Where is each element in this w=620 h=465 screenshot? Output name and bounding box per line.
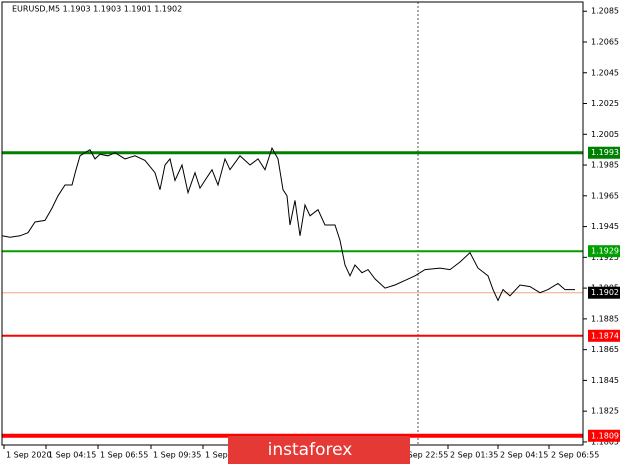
level-label: 1.1902	[591, 288, 619, 297]
x-tick-label: 2 Sep 04:15	[500, 451, 548, 460]
level-label: 1.1929	[591, 247, 619, 256]
level-label: 1.1809	[591, 431, 619, 440]
y-tick-label: 1.1945	[591, 222, 619, 231]
level-label: 1.1993	[591, 148, 619, 157]
x-tick-label: 1 Sep 09:35	[153, 451, 201, 460]
y-tick-label: 1.2005	[591, 130, 619, 139]
watermark-box	[228, 436, 410, 464]
x-tick-label: 2 Sep 01:35	[450, 451, 498, 460]
x-tick-label: 1 Sep 2020	[6, 451, 52, 460]
x-tick-label: 1 Sep 06:55	[100, 451, 148, 460]
y-tick-label: 1.1885	[591, 314, 619, 323]
y-tick-label: 1.2045	[591, 68, 619, 77]
y-tick-label: 1.1845	[591, 376, 619, 385]
y-tick-label: 1.1805	[591, 437, 619, 446]
level-label-box	[588, 429, 620, 442]
y-tick-label: 1.1925	[591, 253, 619, 262]
chart-title: EURUSD,M5 1.1903 1.1903 1.1901 1.1902	[12, 5, 182, 14]
y-tick-label: 1.1865	[591, 345, 619, 354]
level-label-box	[588, 146, 620, 159]
y-tick-label: 1.1825	[591, 407, 619, 416]
y-tick-label: 1.1985	[591, 161, 619, 170]
y-tick-label: 1.2085	[591, 7, 619, 16]
y-tick-label: 1.1965	[591, 191, 619, 200]
level-label: 1.1874	[591, 331, 619, 340]
level-label-box	[588, 245, 620, 258]
price-line	[1, 146, 575, 302]
x-tick-label: 2 Sep 06:55	[551, 451, 599, 460]
y-tick-label: 1.2025	[591, 99, 619, 108]
level-label-box	[588, 286, 620, 299]
x-tick-label: 1 Sep 04:15	[48, 451, 96, 460]
x-tick-label: 1 Sep 22:55	[400, 451, 448, 460]
level-label-box	[588, 329, 620, 342]
watermark: instaforex	[268, 440, 353, 460]
y-tick-label: 1.2065	[591, 37, 619, 46]
